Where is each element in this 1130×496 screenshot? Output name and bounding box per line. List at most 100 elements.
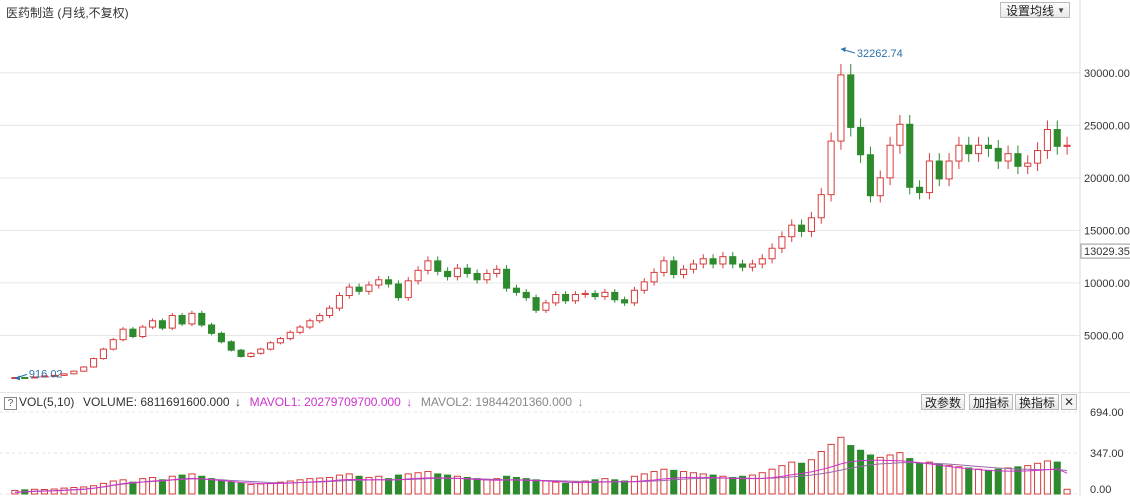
volume-bar-down — [866, 454, 874, 495]
volume-bar-up — [267, 482, 275, 495]
volume-bar-up — [296, 479, 304, 495]
volume-bar-up — [1063, 488, 1071, 495]
candle-body-up — [296, 326, 304, 333]
candle-body-up — [109, 339, 117, 350]
volume-bar-down — [1014, 466, 1022, 495]
price-tick-label: 10000.00 — [1084, 278, 1130, 290]
candle-body-up — [1063, 144, 1071, 147]
volume-panel[interactable]: 694.00 347.00 0.00 ? VOL(5,10) VOLUME: 6811… — [0, 392, 1130, 496]
candle-body-down — [473, 272, 481, 281]
candle-body-up — [1004, 153, 1012, 162]
candle-body-up — [267, 342, 275, 350]
volume-bar-up — [257, 483, 265, 495]
volume-bar-up — [149, 476, 157, 495]
grid-layer — [0, 0, 1081, 392]
candle-body-up — [306, 320, 314, 328]
close-icon[interactable]: ✕ — [1061, 394, 1077, 410]
volume-bar-up — [630, 475, 638, 495]
candle-body-up — [925, 160, 933, 194]
candlestick-chart[interactable]: 5000.00 10000.00 15000.00 20000.00 25000.00 3… — [0, 0, 1130, 392]
candle-body-down — [916, 186, 924, 194]
volume-bar-up — [40, 489, 48, 495]
volume-bar-up — [1024, 465, 1032, 495]
volume-bar-down — [994, 468, 1002, 495]
help-icon[interactable]: ? — [4, 397, 17, 410]
change-params-button[interactable]: 改参数 — [921, 394, 966, 410]
volume-bar-down — [532, 479, 540, 495]
volume-bar-up — [404, 473, 412, 495]
candle-body-up — [335, 295, 343, 309]
low-label: 916.02 — [29, 368, 63, 380]
candle-body-up — [886, 144, 894, 179]
volume-bar-down — [857, 449, 865, 495]
candle-body-down — [208, 324, 216, 334]
switch-indicator-button[interactable]: 换指标 — [1015, 394, 1060, 410]
price-tick-label: 30000.00 — [1084, 68, 1130, 80]
volume-bar-down — [355, 475, 363, 495]
volume-tick-label: 347.00 — [1090, 448, 1124, 460]
volume-axis: 694.00 347.00 0.00 — [1090, 407, 1124, 496]
volume-bar-up — [886, 454, 894, 495]
volume-bar-up — [817, 450, 825, 495]
candle-body-down — [463, 267, 471, 274]
candle-body-up — [778, 236, 786, 249]
candle-body-up — [414, 269, 422, 282]
volume-bar-up — [660, 468, 668, 495]
candle-body-up — [660, 260, 668, 273]
volume-bar-up — [650, 471, 658, 495]
volume-bar-down — [739, 475, 747, 495]
candle-body-up — [90, 358, 98, 368]
candle-body-up — [758, 258, 766, 265]
high-label: 32262.74 — [857, 48, 903, 60]
volume-bar-down — [906, 458, 914, 495]
annotation-layer: 32262.74 916.02 — [14, 47, 903, 381]
candle-body-down — [522, 291, 530, 299]
volume-ma-lines — [14, 459, 1068, 493]
current-price-label: 13029.35 — [1084, 246, 1130, 258]
volume-bar-up — [365, 476, 373, 495]
candle-body-down — [984, 144, 992, 149]
candle-body-up — [276, 338, 284, 344]
low-arrow-icon — [14, 375, 20, 381]
volume-bar-down — [621, 480, 629, 495]
candle-body-up — [1024, 162, 1032, 167]
volume-bar-up — [326, 476, 334, 495]
candle-body-down — [866, 154, 874, 197]
candle-body-up — [483, 272, 491, 281]
volume-bar-up — [139, 478, 147, 495]
volume-bar-up — [778, 465, 786, 495]
candle-body-up — [60, 373, 68, 376]
volume-bar-down — [394, 474, 402, 495]
volume-bar-up — [719, 475, 727, 495]
volume-bar-up — [1043, 460, 1051, 495]
mavol2-value: MAVOL2: 19844201360.000 — [420, 395, 573, 409]
volume-bar-down — [611, 479, 619, 495]
high-arrow-icon — [840, 47, 846, 53]
volume-bar-down — [965, 467, 973, 495]
candle-body-up — [168, 314, 176, 329]
candle-body-up — [601, 291, 609, 298]
volume-bar-up — [758, 472, 766, 495]
volume-bar-down — [847, 445, 855, 495]
main-chart-panel[interactable]: 5000.00 10000.00 15000.00 20000.00 25000.00 3… — [0, 0, 1130, 392]
volume-bar-up — [316, 477, 324, 495]
candle-body-up — [876, 177, 884, 197]
ma-settings-button[interactable]: 设置均线 ▼ — [1000, 2, 1070, 18]
volume-chart[interactable]: 694.00 347.00 0.00 — [0, 392, 1130, 496]
add-indicator-button[interactable]: 加指标 — [969, 394, 1014, 410]
volume-bar-down — [198, 475, 206, 495]
candle-body-down — [847, 74, 855, 128]
volume-bar-down — [729, 476, 737, 495]
volume-bar-up — [50, 488, 58, 495]
volume-bar-down — [129, 481, 137, 495]
down-arrow-icon: ↓ — [234, 395, 241, 409]
volume-bar-up — [768, 468, 776, 495]
volume-bar-up — [601, 478, 609, 495]
volume-value: VOLUME: 6811691600.000 — [83, 395, 230, 409]
candle-body-up — [650, 271, 658, 283]
candle-body-down — [532, 297, 540, 311]
candle-body-down — [21, 376, 29, 379]
candle-body-down — [178, 314, 186, 325]
chevron-down-icon: ▼ — [1057, 6, 1065, 15]
price-tick-label: 20000.00 — [1084, 173, 1130, 185]
